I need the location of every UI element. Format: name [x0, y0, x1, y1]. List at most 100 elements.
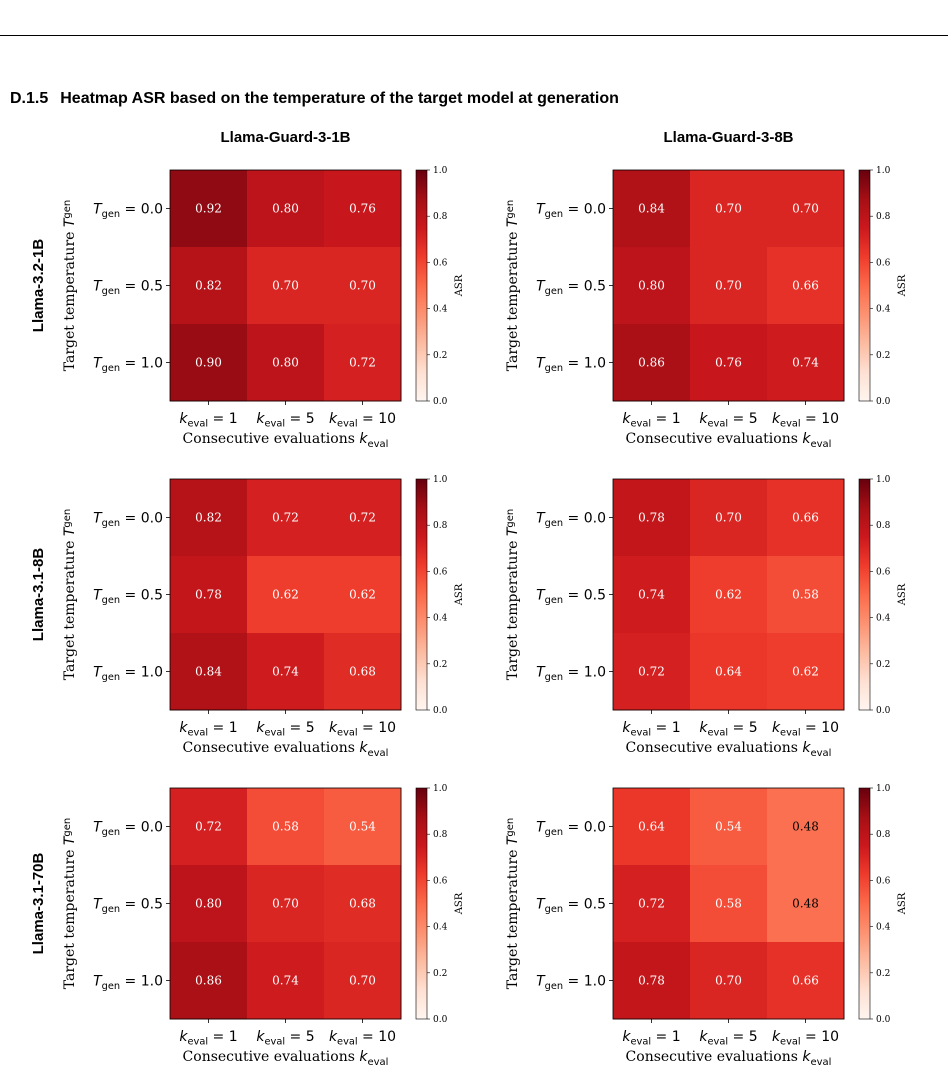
heatmap-cell — [324, 865, 402, 943]
y-tick-label: Tgen = 0.5 — [536, 897, 606, 916]
colorbar-tick-label: 1.0 — [876, 475, 891, 485]
x-tick-label: keval = 1 — [622, 720, 680, 739]
x-axis-label: Consecutive evaluations keval — [183, 1049, 389, 1068]
heatmap-cell — [613, 479, 691, 557]
colorbar — [858, 787, 871, 1020]
heatmap-cell — [767, 633, 845, 711]
heatmap-cell — [324, 556, 402, 634]
cell-value-label: 0.80 — [638, 279, 665, 293]
cell-value-label: 0.74 — [638, 588, 665, 602]
y-tick-label: Tgen = 0.0 — [93, 202, 163, 221]
heatmap-cell — [170, 556, 248, 634]
y-tick-label: Tgen = 1.0 — [93, 974, 163, 993]
heatmap-panel: 0.64 0.54 0.48 0.72 0.58 0.48 0.78 0.70 0.66 Tgen… — [505, 784, 908, 1068]
heatmap-cell — [247, 247, 325, 325]
cell-value-label: 0.70 — [272, 897, 299, 911]
x-axis-label: Consecutive evaluations keval — [626, 1049, 832, 1068]
heatmap-cell — [613, 633, 691, 711]
cell-value-label: 0.76 — [715, 356, 742, 370]
heatmap-cell — [613, 556, 691, 634]
cell-value-label: 0.74 — [272, 974, 299, 988]
x-tick-label: keval = 10 — [772, 720, 839, 739]
colorbar-tick-label: 1.0 — [433, 166, 448, 176]
cell-value-label: 0.70 — [272, 279, 299, 293]
heatmap-cell — [690, 942, 768, 1020]
colorbar-tick-label: 0.6 — [876, 876, 891, 886]
cell-value-label: 0.70 — [715, 974, 742, 988]
cell-value-label: 0.82 — [195, 279, 222, 293]
y-tick-label: Tgen = 1.0 — [93, 665, 163, 684]
heatmap-cell — [170, 633, 248, 711]
x-tick-label: keval = 10 — [772, 1029, 839, 1048]
colorbar — [858, 169, 871, 402]
row-title: Llama-3.2-1B — [30, 239, 47, 333]
heatmap-cell — [690, 247, 768, 325]
cell-value-label: 0.82 — [195, 511, 222, 525]
colorbar-label: ASR — [897, 892, 908, 915]
cell-value-label: 0.74 — [792, 356, 819, 370]
heatmap-cell — [324, 633, 402, 711]
colorbar-tick-label: 0.0 — [433, 397, 448, 407]
y-axis-label: Target temperature Tgen — [62, 818, 78, 990]
cell-value-label: 0.66 — [792, 279, 819, 293]
cell-value-label: 0.84 — [638, 202, 665, 216]
heatmap-cell — [767, 556, 845, 634]
cell-value-label: 0.58 — [272, 820, 299, 834]
cell-value-label: 0.70 — [792, 202, 819, 216]
x-tick-label: keval = 5 — [699, 411, 757, 430]
cell-value-label: 0.70 — [715, 511, 742, 525]
colorbar-tick-label: 0.0 — [433, 706, 448, 716]
x-tick-label: keval = 5 — [256, 1029, 314, 1048]
y-tick-label: Tgen = 1.0 — [536, 974, 606, 993]
x-tick-label: keval = 10 — [329, 411, 396, 430]
heatmap-cell — [613, 942, 691, 1020]
heatmap-cell — [324, 942, 402, 1020]
cell-value-label: 0.76 — [349, 202, 376, 216]
heatmap-panel: 0.78 0.70 0.66 0.74 0.62 0.58 0.72 0.64 0.62 Tgen… — [505, 475, 908, 759]
heatmap-cell — [170, 324, 248, 402]
heatmap-cell — [690, 633, 768, 711]
colorbar-tick-label: 0.4 — [433, 614, 448, 624]
cell-value-label: 0.74 — [272, 665, 299, 679]
y-axis-label: Target temperature Tgen — [505, 509, 521, 681]
cell-value-label: 0.78 — [638, 974, 665, 988]
cell-value-label: 0.72 — [638, 897, 665, 911]
cell-value-label: 0.80 — [195, 897, 222, 911]
y-tick-label: Tgen = 0.5 — [536, 588, 606, 607]
x-tick-label: keval = 10 — [329, 1029, 396, 1048]
cell-value-label: 0.72 — [195, 820, 222, 834]
x-tick-label: keval = 5 — [256, 720, 314, 739]
heatmap-cell — [767, 479, 845, 557]
heatmap-panel: 0.84 0.70 0.70 0.80 0.70 0.66 0.86 0.76 0.74 Tgen… — [505, 166, 908, 450]
y-tick-label: Tgen = 0.0 — [536, 820, 606, 839]
heatmap-cell — [767, 247, 845, 325]
row-title: Llama-3.1-70B — [30, 852, 47, 954]
x-tick-label: keval = 5 — [256, 411, 314, 430]
heatmap-cell — [690, 170, 768, 248]
y-tick-label: Tgen = 0.0 — [93, 511, 163, 530]
colorbar-tick-label: 0.4 — [876, 614, 891, 624]
section-heading: D.1.5 Heatmap ASR based on the temperatur… — [10, 90, 619, 108]
heatmap-cell — [247, 788, 325, 866]
colorbar-tick-label: 1.0 — [433, 475, 448, 485]
y-tick-label: Tgen = 0.5 — [93, 279, 163, 298]
colorbar-tick-label: 0.4 — [876, 305, 891, 315]
colorbar — [415, 787, 428, 1020]
y-tick-label: Tgen = 0.0 — [93, 820, 163, 839]
y-tick-label: Tgen = 1.0 — [536, 356, 606, 375]
colorbar-label: ASR — [897, 274, 908, 297]
heatmap-cell — [767, 865, 845, 943]
y-axis-label: Target temperature Tgen — [62, 200, 78, 372]
cell-value-label: 0.54 — [715, 820, 742, 834]
colorbar-tick-label: 0.4 — [433, 923, 448, 933]
cell-value-label: 0.48 — [792, 897, 819, 911]
row-title: Llama-3.1-8B — [30, 548, 47, 642]
heatmap-cell — [767, 942, 845, 1020]
y-tick-label: Tgen = 0.5 — [536, 279, 606, 298]
y-tick-label: Tgen = 0.0 — [536, 511, 606, 530]
colorbar-tick-label: 0.8 — [876, 521, 891, 531]
x-tick-label: keval = 1 — [179, 411, 237, 430]
colorbar-label: ASR — [454, 892, 465, 915]
colorbar-tick-label: 0.0 — [876, 706, 891, 716]
